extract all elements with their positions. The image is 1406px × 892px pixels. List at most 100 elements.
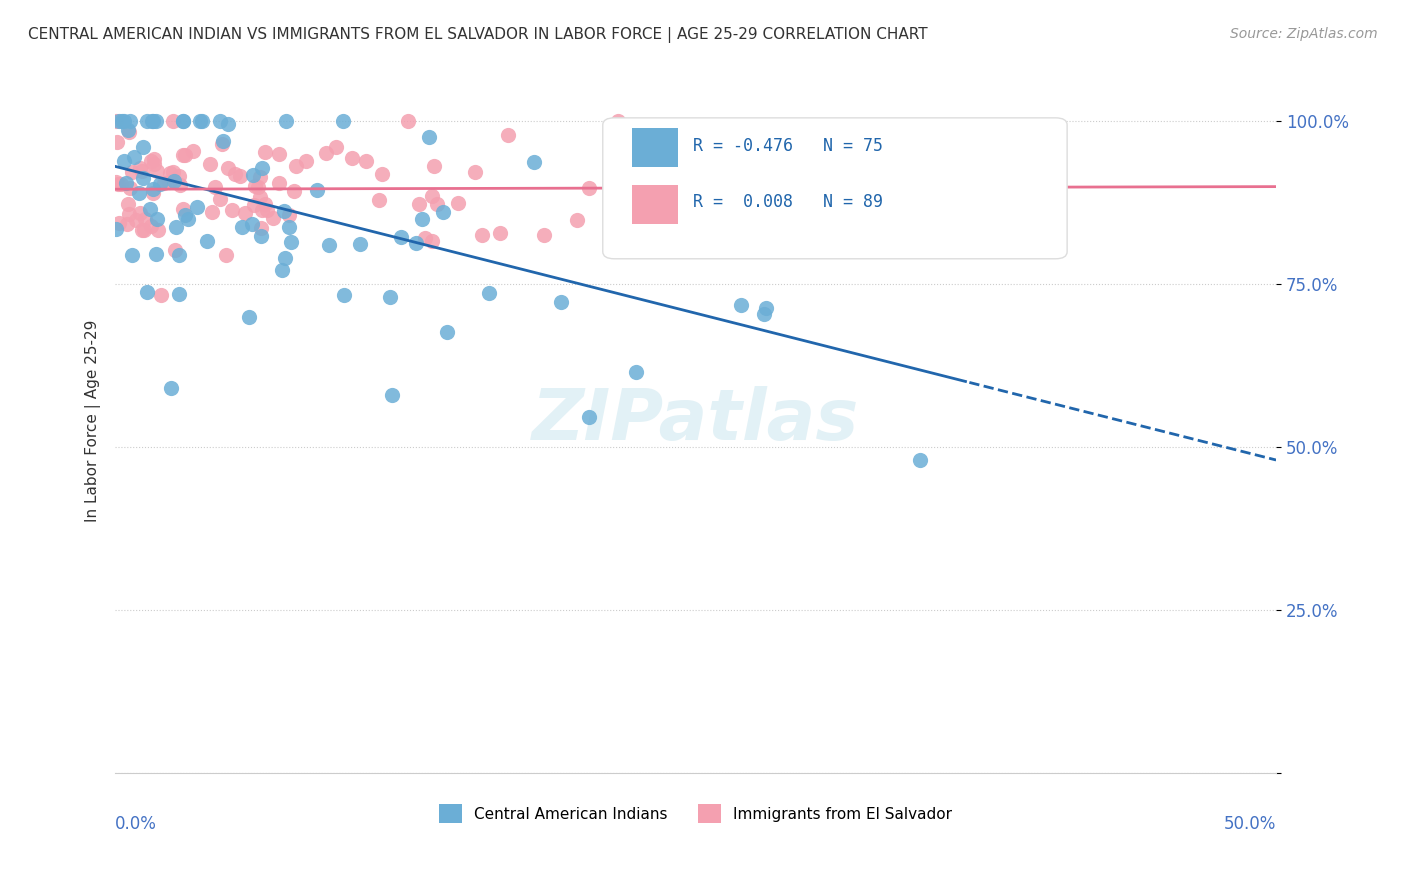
Point <box>565 213 588 227</box>
Text: R = -0.476   N = 75: R = -0.476 N = 75 <box>693 137 883 155</box>
Point <box>150 288 173 302</box>
Point <box>165 219 187 234</box>
Point <box>396 113 419 128</box>
Point <box>142 157 165 171</box>
Point <box>110 177 132 191</box>
Point <box>224 168 246 182</box>
Point <box>105 135 128 149</box>
Point <box>135 113 157 128</box>
Point <box>173 148 195 162</box>
Point <box>105 222 128 236</box>
Legend: Central American Indians, Immigrants from El Salvador: Central American Indians, Immigrants fro… <box>433 798 959 829</box>
Point <box>152 176 174 190</box>
Point <box>128 161 150 176</box>
Point <box>413 231 436 245</box>
Text: Source: ZipAtlas.com: Source: ZipAtlas.com <box>1230 27 1378 41</box>
Point <box>142 186 165 200</box>
Point <box>578 181 600 195</box>
Point <box>139 154 162 169</box>
Point <box>607 113 630 128</box>
Point <box>657 208 679 222</box>
Point <box>243 197 266 211</box>
Point <box>378 290 401 304</box>
Point <box>367 193 389 207</box>
Point <box>145 113 167 128</box>
Point <box>172 113 194 128</box>
Point <box>249 229 271 244</box>
Point <box>159 381 181 395</box>
Point <box>425 197 447 211</box>
Point <box>755 301 778 315</box>
Point <box>274 113 297 128</box>
Point <box>221 203 243 218</box>
Point <box>277 208 299 222</box>
Point <box>349 237 371 252</box>
Point <box>132 140 155 154</box>
Point <box>139 202 162 216</box>
Point <box>167 169 190 183</box>
Point <box>250 221 273 235</box>
Point <box>142 113 165 128</box>
Point <box>163 243 186 257</box>
Point <box>173 208 195 222</box>
Point <box>204 180 226 194</box>
Point <box>411 212 433 227</box>
Point <box>181 144 204 158</box>
Point <box>134 212 156 227</box>
Point <box>496 128 519 142</box>
Point <box>146 223 169 237</box>
Point <box>356 153 378 168</box>
Point <box>132 223 155 237</box>
Point <box>145 163 167 178</box>
Point <box>256 203 278 218</box>
Point <box>253 197 276 211</box>
Point <box>249 170 271 185</box>
Point <box>333 287 356 301</box>
Point <box>191 113 214 128</box>
Point <box>104 113 127 128</box>
Point <box>381 388 404 402</box>
Point <box>315 146 337 161</box>
Point <box>332 113 354 128</box>
Point <box>269 176 291 190</box>
Point <box>252 203 274 218</box>
Point <box>111 113 134 128</box>
Point <box>108 113 131 128</box>
Point <box>277 219 299 234</box>
Point <box>340 151 363 165</box>
FancyBboxPatch shape <box>603 118 1067 259</box>
Point <box>131 164 153 178</box>
Point <box>408 197 430 211</box>
Point <box>283 184 305 198</box>
Point <box>143 152 166 166</box>
Point <box>118 207 141 221</box>
Point <box>163 174 186 188</box>
Point <box>115 176 138 190</box>
Point <box>664 242 686 256</box>
Point <box>550 295 572 310</box>
Point <box>371 167 394 181</box>
Point <box>172 202 194 216</box>
Point <box>752 307 775 321</box>
Point <box>238 310 260 325</box>
Point <box>128 186 150 200</box>
Point <box>186 201 208 215</box>
Point <box>389 230 412 244</box>
Point <box>211 136 233 151</box>
Point <box>217 161 239 175</box>
Point <box>295 153 318 168</box>
Point <box>262 211 284 225</box>
Point <box>212 134 235 148</box>
Point <box>436 325 458 339</box>
Point <box>910 453 932 467</box>
Point <box>240 217 263 231</box>
Point <box>117 218 139 232</box>
Point <box>318 237 340 252</box>
Point <box>162 113 184 128</box>
Point <box>423 159 446 173</box>
Point <box>533 227 555 242</box>
Point <box>142 182 165 196</box>
Point <box>177 211 200 226</box>
Point <box>128 205 150 219</box>
Point <box>626 365 648 379</box>
